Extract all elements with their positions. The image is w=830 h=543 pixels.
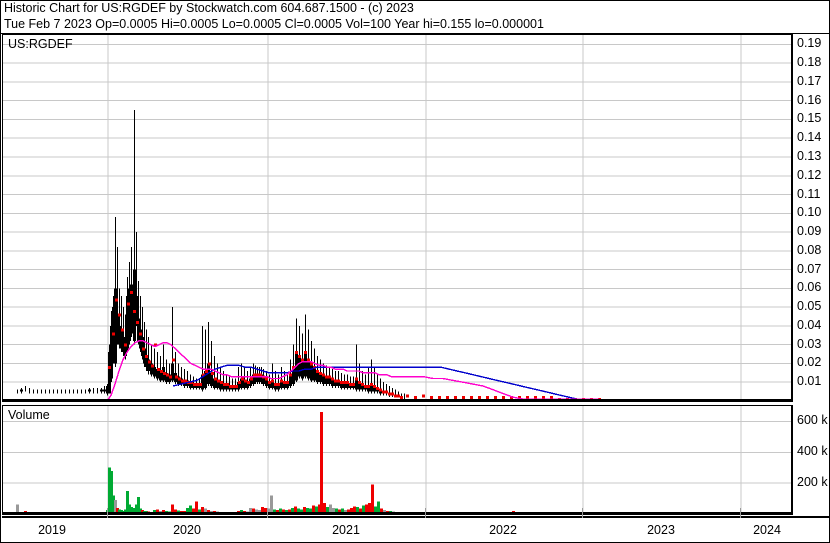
x-axis-separator: [425, 508, 426, 518]
price-axis-tick: 0.04: [797, 317, 822, 332]
price-axis-tick: 0.01: [797, 374, 822, 389]
price-plot-area[interactable]: [3, 35, 791, 401]
volume-plot-area[interactable]: [3, 406, 791, 514]
price-axis-tick: 0.18: [797, 55, 822, 70]
header-quote-line: Tue Feb 7 2023 Op=0.0005 Hi=0.0005 Lo=0.…: [1, 16, 829, 34]
x-axis-year-label: 2024: [753, 523, 781, 537]
price-axis-tick: 0.09: [797, 224, 822, 239]
price-panel-label: US:RGDEF: [8, 37, 73, 51]
price-axis-tick: 0.17: [797, 73, 822, 88]
volume-axis-tick: 400 k: [797, 444, 828, 459]
x-axis: 2019 2020 2021 2022 2023 2024: [2, 508, 829, 543]
x-axis-year-label: 2022: [489, 523, 517, 537]
price-axis-tick: 0.15: [797, 111, 822, 126]
price-axis-tick: 0.16: [797, 92, 822, 107]
x-axis-separator: [107, 508, 108, 518]
price-panel[interactable]: US:RGDEF: [2, 34, 792, 402]
price-axis-tick: 0.10: [797, 205, 822, 220]
volume-panel-label: Volume: [8, 408, 50, 422]
x-axis-year-label: 2023: [647, 523, 675, 537]
x-axis-separator: [582, 508, 583, 518]
volume-axis-tick: 600 k: [797, 413, 828, 428]
price-axis-tick: 0.11: [797, 186, 821, 201]
volume-y-axis: 600 k 400 k 200 k: [792, 405, 830, 515]
price-axis-tick: 0.12: [797, 167, 822, 182]
price-axis-tick: 0.06: [797, 280, 822, 295]
x-axis-year-label: 2020: [173, 523, 201, 537]
price-axis-tick: 0.07: [797, 261, 822, 276]
volume-panel[interactable]: Volume: [2, 405, 792, 515]
x-axis-year-label: 2019: [38, 523, 66, 537]
price-axis-tick: 0.13: [797, 149, 822, 163]
volume-axis-tick: 200 k: [797, 475, 828, 490]
x-axis-year-label: 2021: [332, 523, 360, 537]
chart-header: Historic Chart for US:RGDEF by Stockwatc…: [1, 1, 829, 34]
header-title-line: Historic Chart for US:RGDEF by Stockwatc…: [4, 1, 414, 15]
x-axis-separator: [740, 508, 741, 518]
price-axis-tick: 0.05: [797, 299, 822, 314]
price-y-axis: 0.19 0.18 0.17 0.16 0.15 0.14 0.13 0.12 0.11 0.10…: [792, 34, 830, 402]
price-axis-tick: 0.02: [797, 355, 822, 370]
price-axis-tick: 0.14: [797, 130, 822, 145]
price-axis-tick: 0.08: [797, 242, 822, 257]
price-axis-tick: 0.03: [797, 336, 822, 351]
price-axis-tick: 0.19: [797, 36, 822, 51]
x-axis-separator: [267, 508, 268, 518]
